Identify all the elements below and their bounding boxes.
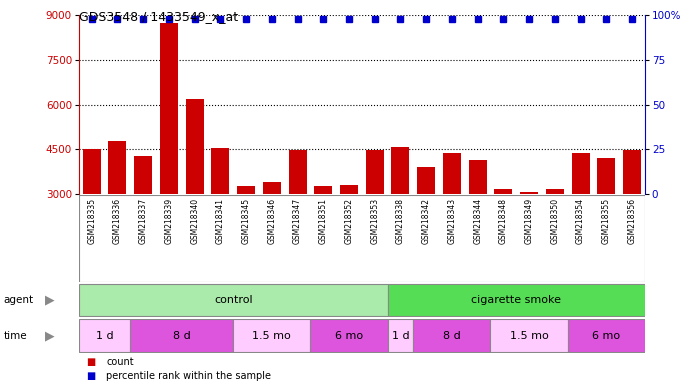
Bar <box>388 319 413 352</box>
Bar <box>598 158 615 194</box>
Bar <box>520 192 538 194</box>
Bar <box>388 284 645 316</box>
Text: GSM218354: GSM218354 <box>576 198 585 244</box>
Bar <box>130 319 233 352</box>
Text: GSM218351: GSM218351 <box>319 198 328 244</box>
Bar <box>443 153 461 194</box>
Bar <box>289 150 307 194</box>
Bar <box>233 319 310 352</box>
Bar <box>263 182 281 194</box>
Text: cigarette smoke: cigarette smoke <box>471 295 561 305</box>
Bar <box>495 189 512 194</box>
Bar <box>108 141 126 194</box>
Text: agent: agent <box>3 295 34 305</box>
Bar <box>211 148 229 194</box>
Bar <box>79 319 130 352</box>
Text: 1.5 mo: 1.5 mo <box>252 331 291 341</box>
Text: time: time <box>3 331 27 341</box>
Bar <box>413 319 490 352</box>
Bar <box>160 23 178 194</box>
Text: ▶: ▶ <box>45 293 54 306</box>
Text: GSM218336: GSM218336 <box>113 198 122 244</box>
Text: 8 d: 8 d <box>173 331 191 341</box>
Text: GSM218353: GSM218353 <box>370 198 379 244</box>
Bar <box>571 153 589 194</box>
Text: GSM218355: GSM218355 <box>602 198 611 244</box>
Text: GSM218343: GSM218343 <box>447 198 456 244</box>
Text: GSM218349: GSM218349 <box>525 198 534 244</box>
Text: GSM218346: GSM218346 <box>268 198 276 244</box>
Text: GSM218337: GSM218337 <box>139 198 147 244</box>
Text: GSM218340: GSM218340 <box>190 198 199 244</box>
Bar <box>469 160 486 194</box>
Text: ■: ■ <box>86 358 95 367</box>
Text: GSM218335: GSM218335 <box>87 198 96 244</box>
Text: GDS3548 / 1433549_x_at: GDS3548 / 1433549_x_at <box>79 10 238 23</box>
Text: control: control <box>214 295 252 305</box>
Text: 1 d: 1 d <box>96 331 113 341</box>
Bar <box>79 284 388 316</box>
Text: count: count <box>106 358 134 367</box>
Bar <box>490 319 567 352</box>
Text: GSM218339: GSM218339 <box>165 198 174 244</box>
Text: 8 d: 8 d <box>443 331 461 341</box>
Bar <box>623 150 641 194</box>
Text: 1 d: 1 d <box>392 331 410 341</box>
Bar <box>310 319 388 352</box>
Text: GSM218356: GSM218356 <box>628 198 637 244</box>
Bar <box>567 319 645 352</box>
Text: percentile rank within the sample: percentile rank within the sample <box>106 371 272 381</box>
Bar <box>546 189 564 194</box>
Bar <box>237 187 255 194</box>
Bar <box>134 156 152 194</box>
Bar <box>417 167 435 194</box>
Text: 6 mo: 6 mo <box>592 331 620 341</box>
Bar <box>366 150 383 194</box>
Text: GSM218341: GSM218341 <box>216 198 225 244</box>
Text: ■: ■ <box>86 371 95 381</box>
Text: GSM218347: GSM218347 <box>293 198 302 244</box>
Bar <box>340 185 358 194</box>
Text: GSM218338: GSM218338 <box>396 198 405 244</box>
Text: 1.5 mo: 1.5 mo <box>510 331 548 341</box>
Text: GSM218344: GSM218344 <box>473 198 482 244</box>
Bar <box>83 149 101 194</box>
Text: GSM218350: GSM218350 <box>550 198 559 244</box>
Bar <box>314 187 332 194</box>
Text: GSM218352: GSM218352 <box>344 198 353 244</box>
Text: ▶: ▶ <box>45 329 54 342</box>
Bar <box>392 147 410 194</box>
Bar <box>186 99 204 194</box>
Text: 6 mo: 6 mo <box>335 331 363 341</box>
Text: GSM218342: GSM218342 <box>422 198 431 244</box>
Text: GSM218345: GSM218345 <box>241 198 250 244</box>
Text: GSM218348: GSM218348 <box>499 198 508 244</box>
